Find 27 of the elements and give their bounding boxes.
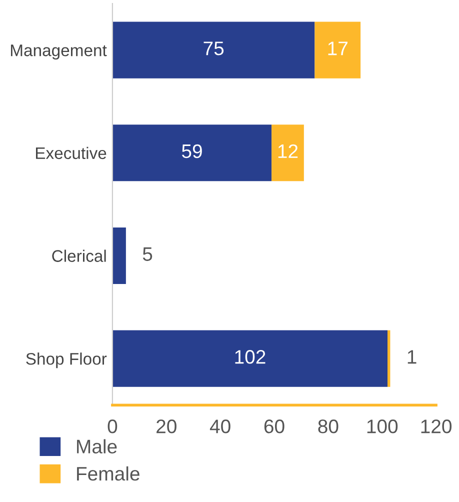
x-tick-label: 60	[264, 420, 284, 434]
bar	[112, 124, 272, 182]
x-tick-label: 100	[367, 420, 398, 434]
y-tick-label: Management	[10, 44, 107, 60]
data-label: 75	[204, 42, 224, 56]
data-label: 17	[328, 42, 348, 56]
bar	[112, 22, 315, 78]
data-label: 59	[182, 144, 202, 158]
y-tick-label: Executive	[36, 146, 106, 160]
data-label: 5	[142, 247, 152, 261]
x-tick-label: 40	[210, 420, 230, 434]
bar	[112, 227, 126, 284]
legend-label: Male	[77, 439, 117, 454]
x-tick-label: 0	[108, 420, 118, 434]
x-tick-label: 20	[156, 420, 176, 434]
data-label: 1	[408, 350, 416, 364]
legend-label: Female	[77, 466, 140, 481]
y-tick-label: Shop Floor	[26, 352, 107, 368]
data-label: 102	[235, 350, 266, 364]
bar	[314, 22, 361, 78]
bar	[388, 330, 390, 387]
y-tick-label: Clerical	[52, 250, 106, 262]
x-tick-label: 120	[421, 420, 452, 434]
bar	[272, 124, 304, 182]
bar	[112, 330, 388, 387]
x-tick-label: 80	[318, 420, 338, 434]
data-label: 12	[278, 144, 298, 158]
